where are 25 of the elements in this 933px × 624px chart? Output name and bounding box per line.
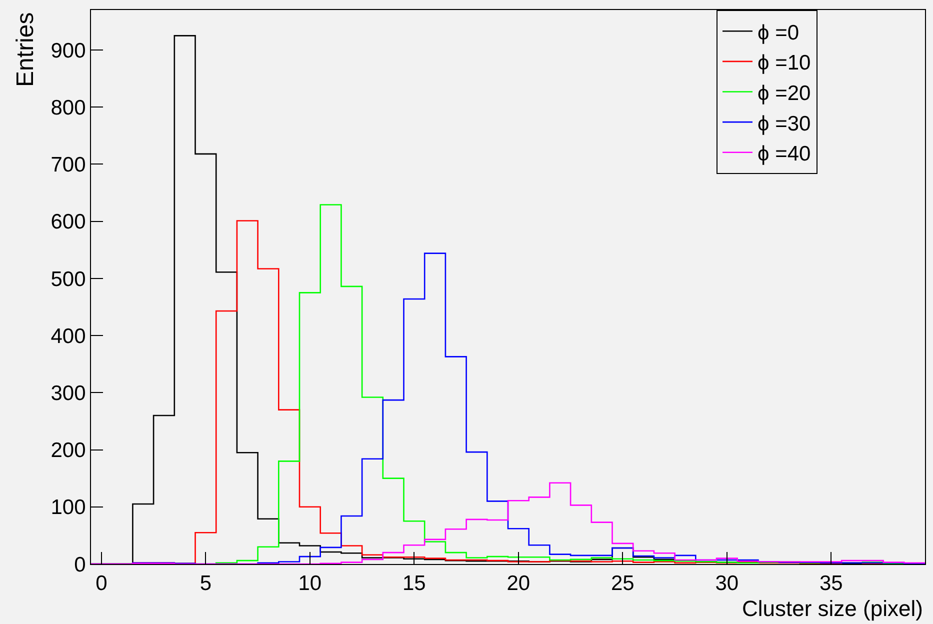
- y-tick-label: 600: [50, 210, 86, 234]
- y-tick-label: 900: [50, 39, 86, 62]
- y-tick-label: 400: [50, 324, 86, 348]
- y-tick-label: 500: [50, 268, 86, 291]
- x-tick-label: 30: [715, 572, 739, 596]
- y-tick-label: 200: [50, 439, 86, 462]
- y-axis-title: Entries: [12, 12, 39, 87]
- legend-label: ϕ =20: [758, 82, 811, 105]
- x-tick-label: 10: [298, 572, 322, 596]
- y-tick-label: 300: [50, 382, 86, 406]
- x-axis-title: Cluster size (pixel): [742, 596, 923, 621]
- x-tick-label: 20: [506, 572, 530, 596]
- x-tick-label: 0: [96, 572, 108, 596]
- x-tick-label: 35: [820, 572, 843, 596]
- x-tick-label: 15: [402, 572, 426, 596]
- legend-label: ϕ =0: [758, 21, 800, 44]
- y-tick-label: 0: [74, 553, 86, 576]
- y-tick-label: 100: [50, 496, 86, 520]
- legend-label: ϕ =40: [758, 142, 811, 166]
- x-tick-label: 25: [610, 572, 634, 596]
- x-tick-label: 5: [200, 572, 212, 596]
- legend-label: ϕ =30: [758, 112, 811, 136]
- legend-label: ϕ =10: [758, 52, 811, 75]
- y-tick-label: 700: [50, 154, 86, 177]
- y-tick-label: 800: [50, 96, 86, 120]
